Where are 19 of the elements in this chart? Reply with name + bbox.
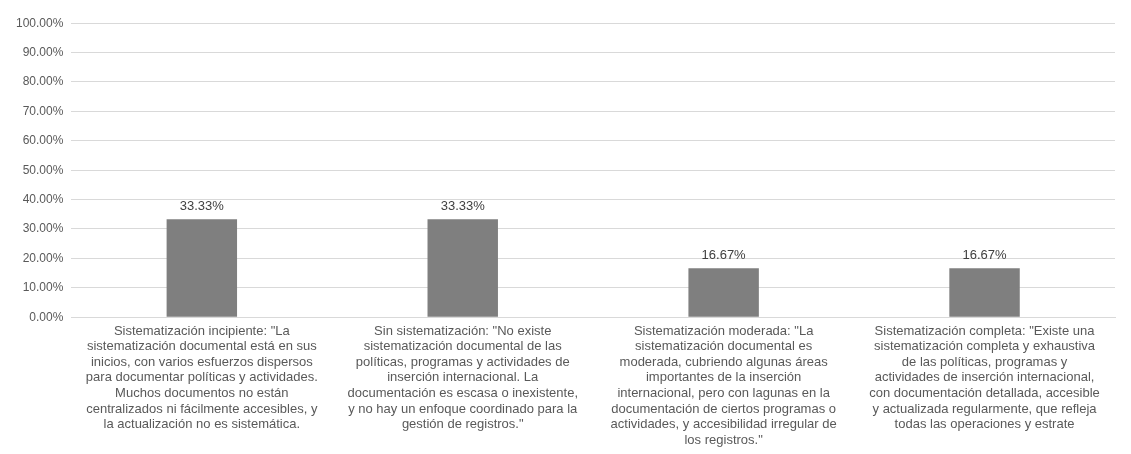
y-tick-label: 70.00% bbox=[22, 103, 64, 118]
y-tick-label: 30.00% bbox=[22, 221, 64, 236]
data-label: 16.67% bbox=[962, 247, 1008, 263]
y-tick-label: 10.00% bbox=[22, 280, 64, 295]
x-tick-label: Sistematización completa: "Existe una sistematización completa y exhaustiva de las políticas, programas y actividades de inserción internacional, con documentación detallada, accesible y actualizada regularmente, que refleja todas las operaciones y estrate bbox=[869, 322, 1100, 432]
y-tick-label: 100.00% bbox=[16, 15, 64, 30]
data-label: 33.33% bbox=[440, 198, 486, 214]
y-tick-label: 60.00% bbox=[22, 133, 64, 148]
x-tick-label: Sin sistematización: "No existe sistematización documental de las políticas, programas y actividades de inserción internacional. La documentación es escasa o inexistente, y no hay un enfoque coordinado para la gestión de registros." bbox=[347, 322, 579, 432]
y-tick-label: 0.00% bbox=[29, 309, 64, 324]
y-tick-label: 80.00% bbox=[22, 74, 64, 89]
data-label: 33.33% bbox=[179, 198, 225, 214]
y-tick-label: 50.00% bbox=[22, 162, 64, 177]
y-tick-label: 90.00% bbox=[22, 44, 64, 59]
y-tick-label: 20.00% bbox=[22, 250, 64, 265]
y-tick-label: 40.00% bbox=[22, 191, 64, 206]
x-tick-label: Sistematización incipiente: "La sistematización documental está en sus inicios, con varios esfuerzos dispersos para documentar políticas y actividades. Muchos documentos no están centralizados ni fácilmente accesibles, y la actualización no es sistemática. bbox=[85, 322, 318, 432]
x-tick-label: Sistematización moderada: "La sistematización documental es moderada, cubriendo algunas áreas importantes de la inserción internacional, pero con lagunas en la documentación de ciertos programas o actividades, y accesibilidad irregular de los registros." bbox=[610, 322, 837, 447]
data-label: 16.67% bbox=[701, 247, 747, 263]
